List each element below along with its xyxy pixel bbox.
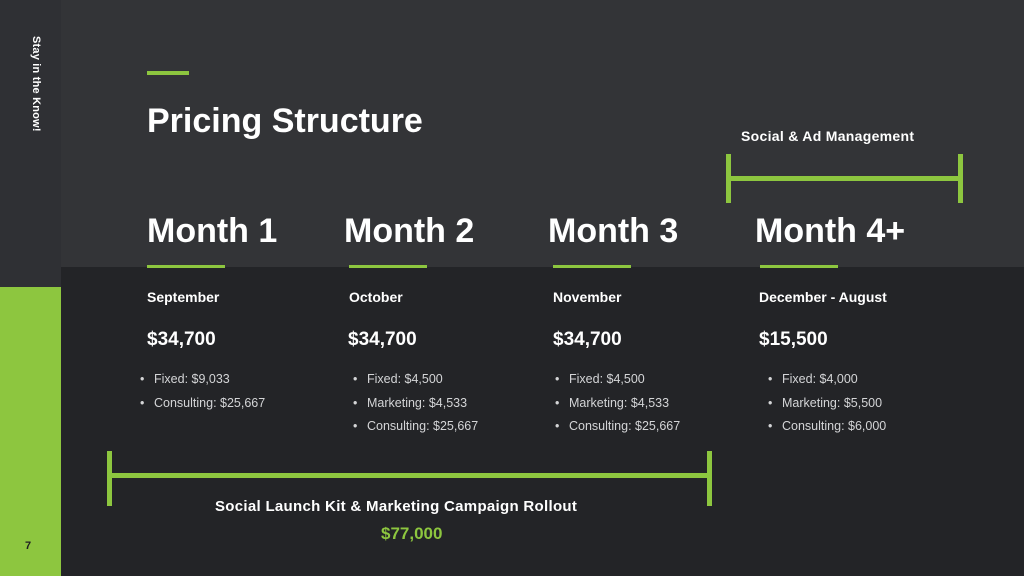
bullet-icon: • [140, 372, 145, 386]
list-item: • Consulting: $25,667 [353, 417, 478, 441]
bullet-icon: • [140, 395, 145, 410]
bracket-line [726, 176, 963, 181]
list-item: • Marketing: $5,500 [768, 394, 886, 418]
list-item: • Consulting: $6,000 [768, 417, 886, 441]
month-period: December - August [759, 289, 887, 305]
item-text: Marketing: $4,533 [569, 395, 670, 410]
month-underline [553, 265, 631, 268]
sidebar-rail-accent [0, 287, 61, 576]
sidebar-tagline: Stay in the Know! [30, 36, 42, 132]
launch-kit-bracket [107, 451, 712, 506]
month-items: • Fixed: $4,000 • Marketing: $5,500 • Consu… [768, 370, 886, 441]
sidebar-rail-top [0, 0, 61, 287]
item-text: Consulting: $6,000 [782, 419, 887, 433]
item-text: Consulting: $25,667 [569, 419, 681, 433]
list-item: • Consulting: $25,667 [555, 417, 680, 441]
list-item: • Fixed: $4,500 [353, 370, 478, 394]
month-period: September [147, 289, 220, 305]
item-text: Marketing: $5,500 [782, 395, 883, 410]
bracket-line [107, 473, 712, 478]
header-band [61, 0, 1024, 267]
bullet-icon: • [353, 419, 358, 433]
month-heading: Month 2 [344, 212, 475, 250]
list-item: • Fixed: $9,033 [140, 370, 265, 394]
title-accent-bar [147, 71, 189, 75]
month-price: $15,500 [759, 329, 828, 350]
bracket-right-tick [707, 451, 712, 506]
page-title: Pricing Structure [147, 102, 423, 140]
month-heading: Month 4+ [755, 212, 906, 250]
page-number: 7 [25, 540, 32, 552]
item-text: Fixed: $4,500 [367, 372, 443, 386]
social-management-label: Social & Ad Management [741, 128, 915, 144]
item-text: Fixed: $4,000 [782, 372, 858, 386]
list-item: • Fixed: $4,000 [768, 370, 886, 394]
launch-kit-label: Social Launch Kit & Marketing Campaign R… [215, 498, 578, 515]
month-heading: Month 3 [548, 212, 679, 250]
bullet-icon: • [555, 395, 560, 410]
bullet-icon: • [353, 372, 358, 386]
list-item: • Fixed: $4,500 [555, 370, 680, 394]
list-item: • Marketing: $4,533 [555, 394, 680, 418]
bullet-icon: • [768, 419, 773, 433]
bullet-icon: • [768, 395, 773, 410]
bracket-left-tick [107, 451, 112, 506]
month-items: • Fixed: $9,033 • Consulting: $25,667 [140, 370, 265, 417]
item-text: Consulting: $25,667 [154, 395, 266, 410]
month-period: November [553, 289, 622, 305]
list-item: • Marketing: $4,533 [353, 394, 478, 418]
social-management-bracket [726, 154, 963, 203]
month-items: • Fixed: $4,500 • Marketing: $4,533 • Consu… [353, 370, 478, 441]
month-price: $34,700 [147, 329, 216, 350]
month-price: $34,700 [348, 329, 417, 350]
bullet-icon: • [555, 419, 560, 433]
bullet-icon: • [768, 372, 773, 386]
item-text: Fixed: $9,033 [154, 372, 230, 386]
month-period: October [349, 289, 403, 305]
launch-kit-total: $77,000 [381, 524, 443, 543]
bracket-right-tick [958, 154, 963, 203]
month-underline [147, 265, 225, 268]
month-heading: Month 1 [147, 212, 278, 250]
month-underline [760, 265, 838, 268]
list-item: • Consulting: $25,667 [140, 394, 265, 418]
month-price: $34,700 [553, 329, 622, 350]
bullet-icon: • [353, 395, 358, 410]
month-items: • Fixed: $4,500 • Marketing: $4,533 • Consu… [555, 370, 680, 441]
month-underline [349, 265, 427, 268]
bullet-icon: • [555, 372, 560, 386]
item-text: Consulting: $25,667 [367, 419, 479, 433]
item-text: Marketing: $4,533 [367, 395, 468, 410]
item-text: Fixed: $4,500 [569, 372, 645, 386]
